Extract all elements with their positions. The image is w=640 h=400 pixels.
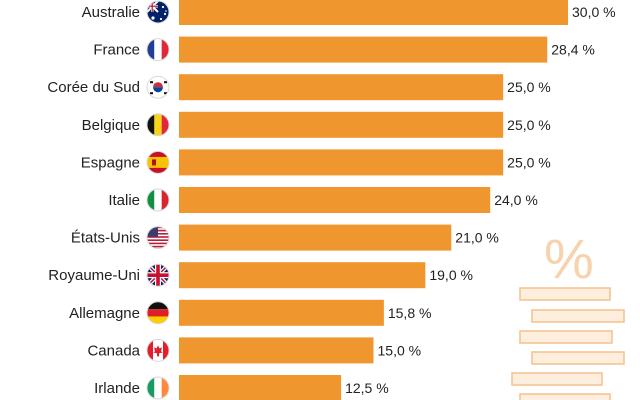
category-label: Espagne xyxy=(81,154,140,171)
south-korea-flag-icon xyxy=(146,75,170,99)
category-label: France xyxy=(93,42,140,59)
chart-row: Canada 15,0 % xyxy=(87,337,422,364)
chart-row: Italie 24,0 % xyxy=(108,187,538,213)
bar xyxy=(179,337,374,364)
percent-stack-icon: % xyxy=(511,228,625,400)
italy-flag-icon xyxy=(146,188,170,212)
usa-flag-icon xyxy=(146,226,170,250)
value-label: 25,0 % xyxy=(507,154,551,170)
category-label: Australie xyxy=(82,4,140,21)
canada-flag-icon xyxy=(146,338,170,362)
chart-row: Corée du Sud 25,0 % xyxy=(47,74,551,101)
chart-rows: Australie 30,0 % France 28,4 % Corée du Sud 2… xyxy=(47,0,616,400)
category-label: Irlande xyxy=(94,380,140,397)
chart-row: États-Unis 21,0 % xyxy=(71,224,499,251)
chart-row: Espagne 25,0 % xyxy=(81,149,551,176)
bar xyxy=(179,375,342,400)
chart-row: Irlande 12,5 % xyxy=(94,375,389,400)
bar xyxy=(179,187,491,213)
ireland-flag-icon xyxy=(146,376,170,400)
chart-row: France 28,4 % xyxy=(93,36,595,63)
bar xyxy=(179,111,504,138)
value-label: 19,0 % xyxy=(429,267,473,283)
value-label: 30,0 % xyxy=(572,4,616,20)
category-label: Allemagne xyxy=(69,305,140,322)
uk-flag-icon xyxy=(146,263,170,287)
bar xyxy=(179,149,504,176)
chart-row: Belgique 25,0 % xyxy=(82,111,551,138)
value-label: 25,0 % xyxy=(507,117,551,133)
france-flag-icon xyxy=(146,38,170,62)
coin-stack xyxy=(511,287,625,400)
chart-row: Australie 30,0 % xyxy=(82,0,616,25)
value-label: 15,8 % xyxy=(388,305,432,321)
value-label: 21,0 % xyxy=(455,230,499,246)
belgium-flag-icon xyxy=(146,113,170,137)
value-label: 28,4 % xyxy=(551,42,595,58)
chart-row: Royaume-Uni 19,0 % xyxy=(48,262,473,289)
spain-flag-icon xyxy=(146,150,170,174)
value-label: 25,0 % xyxy=(507,79,551,95)
category-label: Corée du Sud xyxy=(47,79,140,96)
value-label: 15,0 % xyxy=(378,342,422,358)
australia-flag-icon xyxy=(146,0,170,24)
category-label: Royaume-Uni xyxy=(48,267,140,284)
value-label: 12,5 % xyxy=(345,380,389,396)
germany-flag-icon xyxy=(146,301,170,325)
bar xyxy=(179,262,426,289)
percent-symbol: % xyxy=(544,228,594,290)
category-label: Italie xyxy=(108,192,140,209)
category-label: Canada xyxy=(87,342,140,359)
bar xyxy=(179,224,452,251)
value-label: 24,0 % xyxy=(494,192,538,208)
bar xyxy=(179,74,504,101)
bar xyxy=(179,36,548,63)
bar xyxy=(179,299,384,326)
chart-row: Allemagne 15,8 % xyxy=(69,299,432,326)
bar xyxy=(179,0,568,25)
category-label: Belgique xyxy=(82,117,140,134)
category-label: États-Unis xyxy=(71,230,140,247)
